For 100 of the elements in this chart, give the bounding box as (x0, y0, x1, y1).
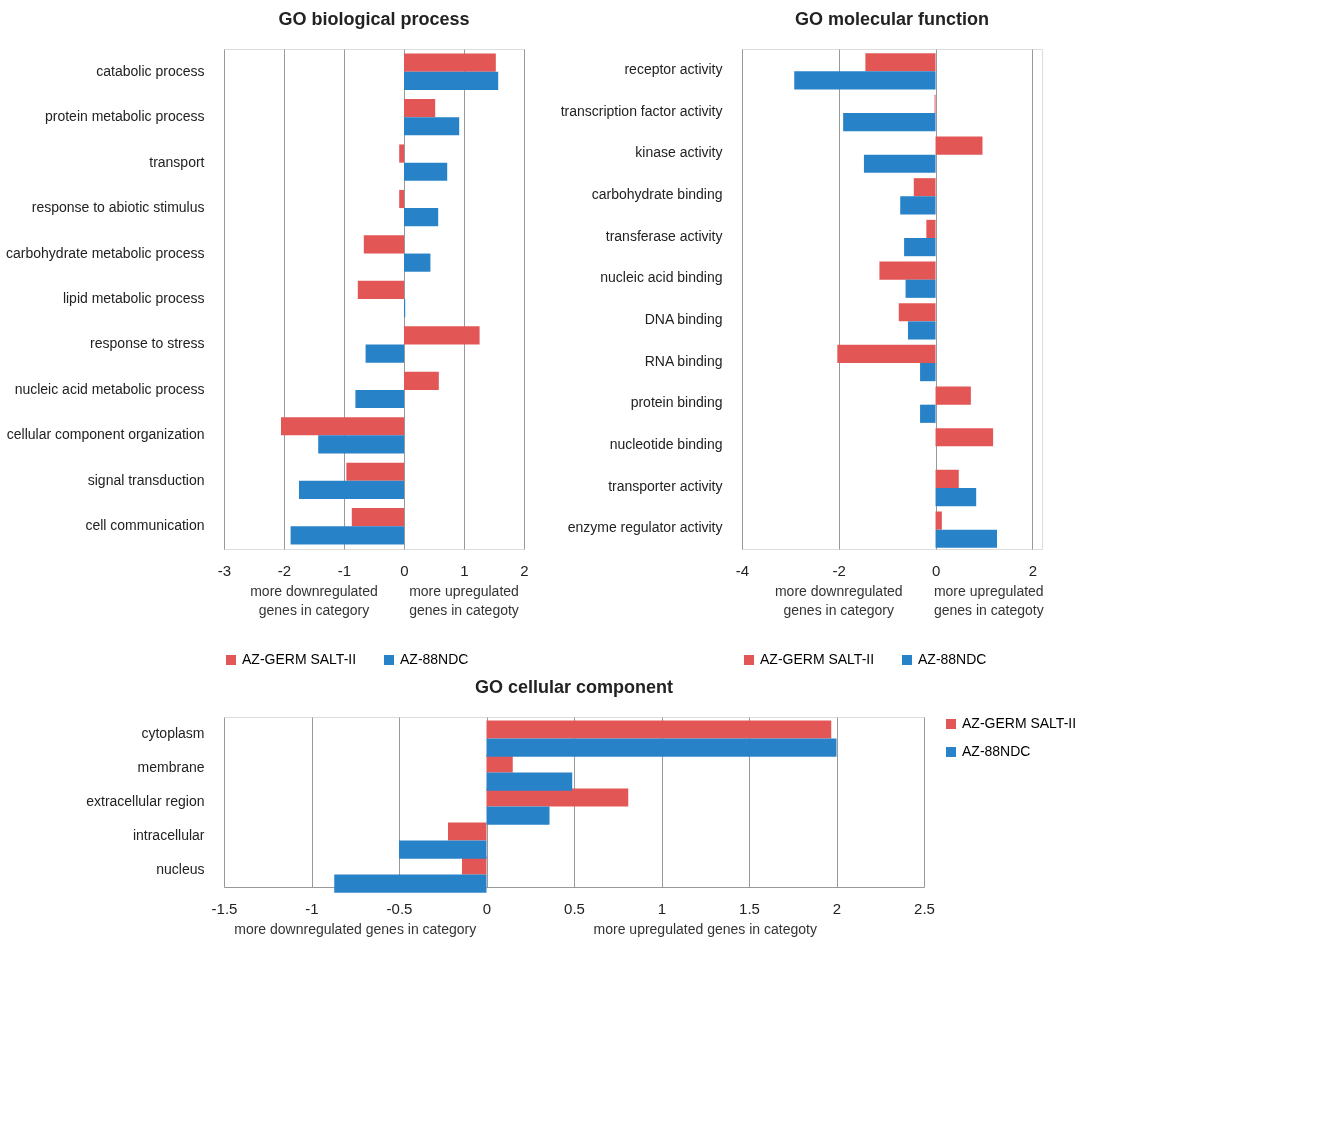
x-tick-label: 1 (460, 561, 469, 579)
bar (404, 99, 436, 118)
bar (843, 113, 936, 132)
bar (935, 428, 994, 447)
bar (935, 511, 942, 530)
x-tick-label: -0.5 (386, 899, 413, 917)
bar (404, 71, 499, 90)
bar (837, 344, 936, 364)
x-tick-label: 2 (1028, 561, 1037, 579)
y-tick-label: carbohydrate binding (591, 185, 723, 202)
y-tick-label: intracellular (132, 827, 205, 843)
x-tick-label: -4 (735, 561, 750, 579)
bar (794, 71, 936, 90)
bar (399, 840, 487, 859)
y-tick-label: nucleic acid binding (600, 269, 723, 286)
bar (486, 788, 629, 807)
x-tick-label: 0 (400, 561, 409, 579)
x-tick-label: 0 (482, 899, 492, 917)
x-tick-label: 0.5 (564, 899, 585, 917)
bar (365, 344, 404, 363)
text: more downregulated genes in category (250, 583, 378, 618)
bar (904, 238, 936, 257)
bar (486, 806, 550, 825)
bar (486, 720, 832, 739)
bar (935, 136, 983, 155)
bar (935, 529, 997, 548)
y-tick-label: nucleic acid metabolic process (14, 380, 205, 397)
y-tick-label: protein metabolic process (44, 108, 205, 125)
y-tick-label: enzyme regulator activity (567, 519, 723, 536)
chart-title: GO biological process (278, 9, 470, 29)
text: more downregulated genes in category (234, 921, 477, 937)
text: more upregulated genes in categoty (409, 583, 519, 618)
y-tick-label: transporter activity (608, 477, 723, 494)
bar (935, 488, 977, 507)
y-tick-label: cytoplasm (141, 725, 205, 741)
y-tick-label: signal transduction (87, 471, 205, 488)
x-tick-label: 1.5 (739, 899, 760, 917)
bar (865, 53, 936, 72)
y-tick-label: protein binding (630, 394, 723, 411)
bar (299, 480, 404, 499)
x-tick-label: 1 (657, 899, 667, 917)
bar (920, 363, 936, 382)
y-tick-label: carbohydrate metabolic process (6, 244, 205, 261)
x-tick-label: -1 (305, 899, 319, 917)
chart-title: GO molecular function (794, 9, 990, 29)
x-tick-label: -1.5 (211, 899, 238, 917)
y-tick-label: cell communication (85, 517, 205, 534)
bar (935, 469, 959, 489)
bar (404, 371, 439, 390)
chart-title: GO cellular component (474, 677, 674, 697)
bar (404, 53, 496, 72)
y-tick-label: transferase activity (605, 227, 723, 244)
legend-label: AZ-GERM SALT-II (242, 651, 357, 667)
bar (290, 526, 404, 545)
bar (351, 508, 404, 527)
x-tick-label: -1 (337, 561, 352, 579)
x-tick-label: 2 (832, 899, 842, 917)
x-tick-label: 2.5 (914, 899, 935, 917)
legend-label: AZ-88NDC (400, 651, 469, 667)
bar (404, 326, 480, 345)
text: more upregulated genes in categoty (593, 921, 817, 937)
y-tick-label: nucleus (156, 861, 205, 877)
y-tick-label: transport (149, 153, 205, 170)
y-tick-label: DNA binding (644, 310, 723, 327)
bar (404, 208, 439, 227)
bar (404, 253, 431, 272)
bar (357, 280, 404, 299)
legend-label: AZ-GERM SALT-II (962, 715, 1077, 731)
x-tick-label: -2 (832, 561, 846, 579)
y-tick-label: RNA binding (644, 352, 723, 369)
bar (318, 435, 404, 454)
bar (355, 389, 404, 409)
bar (913, 178, 936, 197)
bar (399, 189, 404, 209)
y-tick-label: receptor activity (624, 60, 723, 77)
bar (907, 321, 936, 340)
bar (879, 261, 936, 280)
y-tick-label: catabolic process (96, 62, 205, 79)
y-tick-label: response to abiotic stimulus (31, 199, 205, 216)
text: more downregulated genes in category (774, 583, 903, 618)
legend-label: AZ-88NDC (918, 651, 987, 667)
x-tick-label: 0 (931, 561, 941, 579)
bar (334, 874, 487, 893)
bar (448, 822, 487, 841)
bar (404, 162, 448, 181)
legend-label: AZ-GERM SALT-II (760, 651, 875, 667)
y-tick-label: membrane (137, 759, 205, 775)
bar (900, 196, 936, 215)
bar (399, 144, 404, 163)
y-tick-label: extracellular region (86, 793, 205, 809)
bar (898, 303, 936, 322)
bar (404, 117, 460, 136)
x-tick-label: -3 (217, 561, 232, 579)
x-tick-label: -2 (277, 561, 292, 579)
bar (346, 462, 404, 481)
y-tick-label: cellular component organization (6, 426, 205, 443)
y-tick-label: nucleotide binding (609, 435, 723, 452)
bar (281, 417, 404, 436)
y-tick-label: kinase activity (635, 144, 723, 161)
bar (486, 772, 573, 791)
